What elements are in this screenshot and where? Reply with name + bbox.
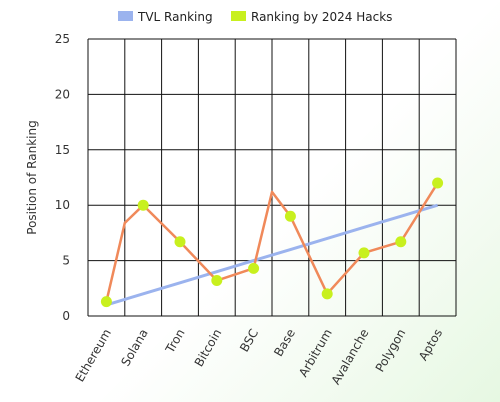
hacks-ranking-point — [321, 288, 333, 300]
legend-swatch-tvl-ranking — [118, 11, 133, 21]
hacks-ranking-point — [211, 275, 223, 287]
hacks-ranking-point — [100, 296, 112, 308]
x-tick-label: Aptos — [416, 327, 445, 364]
x-tick-label: Ethereum — [73, 327, 114, 385]
hacks-ranking-point — [248, 262, 260, 274]
hacks-ranking-point — [432, 177, 444, 189]
y-tick-label: 20 — [55, 87, 70, 101]
hacks-ranking-point — [137, 199, 149, 211]
x-axis-ticks: Ethereum Solana Tron Bitcoin BSC BaseArbitrum… — [73, 327, 446, 388]
x-tick-label: Tron — [162, 327, 187, 357]
x-tick-label: Solana — [118, 327, 150, 369]
series-line-tvl-ranking — [105, 203, 439, 307]
y-tick-label: 25 — [55, 32, 70, 46]
x-tick-label: Polygon — [373, 327, 409, 375]
legend-swatch-hacks-ranking — [231, 11, 246, 21]
y-axis-title: Position of Ranking — [25, 120, 39, 234]
x-tick-label: Base — [271, 327, 298, 359]
grid — [87, 38, 457, 317]
y-tick-label: 0 — [62, 309, 70, 323]
hacks-ranking-point — [284, 210, 296, 222]
x-tick-label: Arbitrum — [296, 327, 335, 380]
series-layer — [100, 177, 444, 308]
y-tick-label: 5 — [62, 254, 70, 268]
x-tick-label: Avalanche — [329, 327, 372, 388]
legend-label-tvl-ranking: TVL Ranking — [137, 10, 213, 24]
y-axis-ticks: 0 5 10 15 20 25 — [55, 32, 70, 323]
x-tick-label: Bitcoin — [192, 327, 225, 370]
hacks-ranking-point — [174, 236, 186, 248]
legend-label-hacks-ranking: Ranking by 2024 Hacks — [251, 10, 392, 24]
x-tick-label: BSC — [237, 327, 261, 355]
hacks-ranking-point — [358, 247, 370, 259]
y-tick-label: 10 — [55, 198, 70, 212]
legend: TVL Ranking Ranking by 2024 Hacks — [118, 10, 392, 24]
hacks-ranking-point — [395, 236, 407, 248]
y-tick-label: 15 — [55, 143, 70, 157]
